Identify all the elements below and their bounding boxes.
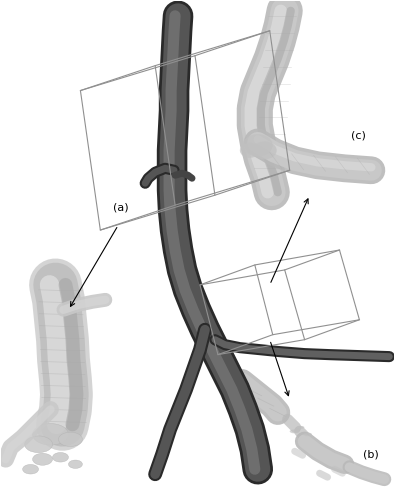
Ellipse shape xyxy=(24,436,53,452)
Ellipse shape xyxy=(240,143,260,158)
Ellipse shape xyxy=(53,452,68,462)
Ellipse shape xyxy=(32,454,53,465)
Ellipse shape xyxy=(297,426,305,429)
Ellipse shape xyxy=(243,134,273,156)
Ellipse shape xyxy=(290,430,300,434)
Ellipse shape xyxy=(23,464,39,474)
Ellipse shape xyxy=(32,424,68,445)
Ellipse shape xyxy=(68,460,83,468)
Text: (a): (a) xyxy=(113,202,128,212)
Ellipse shape xyxy=(58,432,83,446)
Text: (c): (c) xyxy=(352,130,366,140)
Ellipse shape xyxy=(303,432,312,436)
Text: (b): (b) xyxy=(363,450,378,460)
Ellipse shape xyxy=(253,142,277,160)
